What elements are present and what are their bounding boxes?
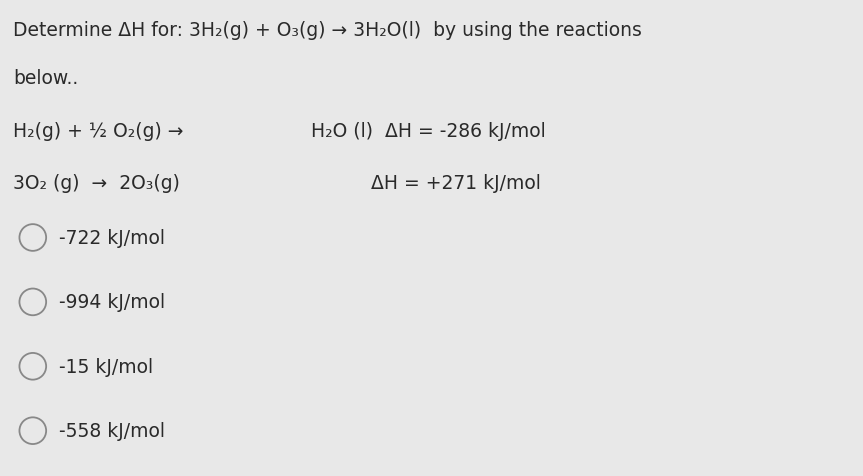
Text: -722 kJ/mol: -722 kJ/mol [59,228,165,248]
Text: below..: below.. [13,69,79,88]
Text: 3O₂ (g)  →  2O₃(g): 3O₂ (g) → 2O₃(g) [13,174,180,193]
Text: Determine ΔH for: 3H₂(g) + O₃(g) → 3H₂O(l)  by using the reactions: Determine ΔH for: 3H₂(g) + O₃(g) → 3H₂O(… [13,21,642,40]
Text: -994 kJ/mol: -994 kJ/mol [59,293,165,312]
Text: ΔH = +271 kJ/mol: ΔH = +271 kJ/mol [371,174,541,193]
Text: -15 kJ/mol: -15 kJ/mol [59,357,153,376]
Text: -558 kJ/mol: -558 kJ/mol [59,421,165,440]
Text: H₂(g) + ½ O₂(g) →: H₂(g) + ½ O₂(g) → [13,121,184,140]
Text: H₂O (l)  ΔH = -286 kJ/mol: H₂O (l) ΔH = -286 kJ/mol [311,121,545,140]
